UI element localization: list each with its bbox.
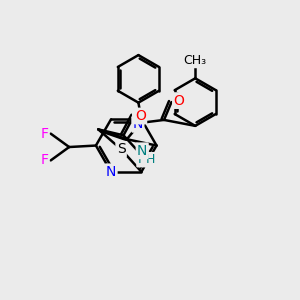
Text: N: N <box>106 165 116 179</box>
Text: H: H <box>133 110 142 123</box>
Text: H: H <box>146 153 155 166</box>
Text: N: N <box>133 117 143 131</box>
Text: O: O <box>135 109 146 123</box>
Text: N: N <box>137 144 147 158</box>
Text: S: S <box>117 142 125 156</box>
Text: F: F <box>40 127 48 141</box>
Text: F: F <box>40 153 48 167</box>
Text: CH₃: CH₃ <box>184 54 207 67</box>
Text: O: O <box>173 94 184 108</box>
Text: H: H <box>137 153 147 166</box>
